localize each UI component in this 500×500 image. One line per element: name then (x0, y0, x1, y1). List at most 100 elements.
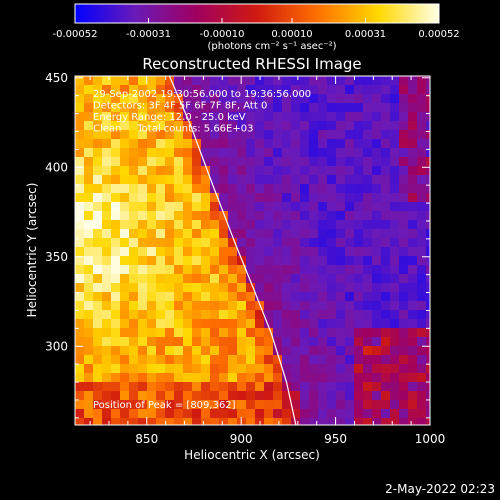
heatmap-cell (246, 391, 256, 401)
heatmap-cell (390, 247, 400, 257)
heatmap-cell (291, 418, 301, 425)
heatmap-cell (399, 337, 409, 347)
heatmap-cell (165, 175, 175, 185)
x-tick-labels: 850 900 950 1000 (135, 432, 445, 446)
heatmap-cell (309, 238, 319, 248)
heatmap-cell (399, 283, 409, 293)
heatmap-cell (75, 346, 85, 356)
axis-ticks (75, 76, 431, 425)
heatmap-cell (309, 355, 319, 365)
heatmap-cell (102, 238, 112, 248)
heatmap-cell (246, 139, 256, 149)
heatmap-cell (255, 373, 265, 383)
heatmap-cell (120, 238, 130, 248)
heatmap-cell (408, 157, 418, 167)
heatmap-cell (327, 220, 337, 230)
heatmap-cell (201, 139, 211, 149)
heatmap-cell (345, 310, 355, 320)
heatmap-cell (255, 184, 265, 194)
heatmap-cell (183, 211, 193, 221)
heatmap-cell (156, 256, 166, 266)
heatmap-cell (309, 274, 319, 284)
heatmap-cell (165, 76, 175, 86)
heatmap-cell (300, 292, 310, 302)
heatmap-cell (408, 166, 418, 176)
heatmap-cell (318, 328, 328, 338)
heatmap-cell (138, 175, 148, 185)
heatmap-cell (219, 211, 229, 221)
heatmap-cell (102, 292, 112, 302)
heatmap-cell (300, 130, 310, 140)
heatmap-cell (183, 265, 193, 275)
heatmap-cell (300, 193, 310, 203)
heatmap-cell (165, 364, 175, 374)
heatmap-cell (336, 202, 346, 212)
heatmap-cell (309, 409, 319, 419)
heatmap-cell (264, 85, 274, 95)
heatmap-cell (192, 265, 202, 275)
heatmap-cell (201, 418, 211, 425)
heatmap-cell (282, 328, 292, 338)
heatmap-cell (201, 175, 211, 185)
heatmap-cell (327, 364, 337, 374)
heatmap-cell (336, 148, 346, 158)
heatmap-cell (129, 274, 139, 284)
heatmap-cell (237, 409, 247, 419)
heatmap-cell (255, 85, 265, 95)
heatmap-cell (336, 400, 346, 410)
heatmap-cell (426, 292, 430, 302)
heatmap-cell (300, 265, 310, 275)
heatmap-cell (93, 310, 103, 320)
heatmap-cell (273, 103, 283, 113)
heatmap-cell (264, 94, 274, 104)
heatmap-cell (327, 238, 337, 248)
heatmap-cell (372, 193, 382, 203)
heatmap-cell (165, 94, 175, 104)
heatmap-cell (84, 94, 94, 104)
heatmap-cell (237, 265, 247, 275)
heatmap-cell (210, 166, 220, 176)
heatmap-cell (300, 418, 310, 425)
heatmap-cell (282, 247, 292, 257)
heatmap-cell (237, 373, 247, 383)
x-tick-label: 1000 (415, 432, 446, 446)
heatmap-cell (417, 400, 427, 410)
heatmap-cell (174, 211, 184, 221)
heatmap-cell (147, 130, 157, 140)
heatmap-cell (75, 139, 85, 149)
heatmap-cell (363, 292, 373, 302)
heatmap-cell (174, 409, 184, 419)
heatmap-cell (192, 337, 202, 347)
heatmap-cell (354, 283, 364, 293)
heatmap-cell (93, 220, 103, 230)
heatmap-cell (345, 121, 355, 131)
heatmap-cell (363, 319, 373, 329)
heatmap-cell (336, 139, 346, 149)
heatmap-cell (264, 301, 274, 311)
heatmap-cell (363, 373, 373, 383)
heatmap-cell (165, 355, 175, 365)
heatmap-cell (174, 400, 184, 410)
heatmap-cell (111, 319, 121, 329)
heatmap-cell (156, 103, 166, 113)
heatmap-cell (84, 373, 94, 383)
heatmap-cell (273, 148, 283, 158)
heatmap-cell (219, 373, 229, 383)
heatmap-cell (282, 274, 292, 284)
heatmap-cell (264, 157, 274, 167)
heatmap-cell (291, 328, 301, 338)
heatmap-cell (426, 184, 430, 194)
heatmap-cell (237, 328, 247, 338)
heatmap-cell (237, 94, 247, 104)
heatmap-cell (237, 112, 247, 122)
heatmap-cell (300, 373, 310, 383)
heatmap-cell (165, 274, 175, 284)
heatmap-cell (237, 76, 247, 86)
heatmap-cell (156, 319, 166, 329)
heatmap-cell (219, 346, 229, 356)
heatmap-cell (237, 157, 247, 167)
heatmap-cell (237, 364, 247, 374)
heatmap-cell (129, 94, 139, 104)
heatmap-cell (147, 346, 157, 356)
heatmap-cell (426, 310, 430, 320)
